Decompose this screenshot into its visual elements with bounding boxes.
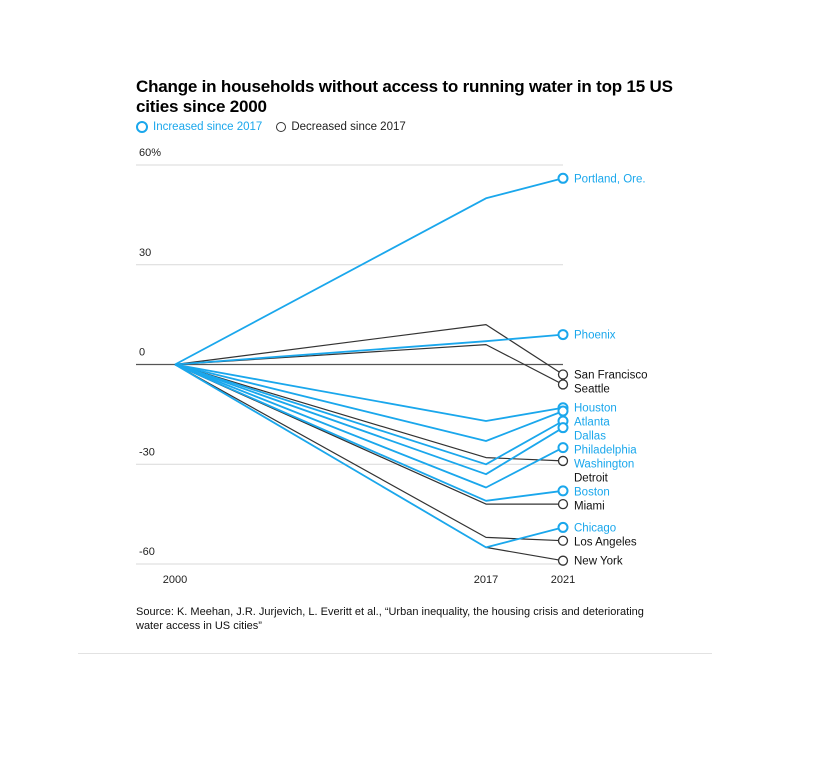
x-tick-label: 2021 [551,574,575,586]
end-point-marker [557,369,569,380]
series-label: Portland, Ore. [574,173,646,185]
footer-divider [78,653,712,654]
series-label: New York [574,556,623,568]
end-point-marker [557,485,569,497]
y-tick-label: 60% [139,147,161,159]
x-tick-label: 2017 [474,574,498,586]
legend-item-increased: Increased since 2017 [136,121,262,133]
end-point-marker [557,535,569,546]
series-label: Phoenix [574,330,616,342]
end-point-marker [557,422,569,434]
chart-title: Change in households without access to r… [136,77,673,116]
series-label: Los Angeles [574,536,637,548]
end-point-marker [557,379,569,390]
end-point-marker [557,521,569,533]
legend-label-decreased: Decreased since 2017 [291,121,406,133]
y-tick-label: -30 [139,446,155,458]
series-line [174,344,564,386]
series-line [174,363,564,462]
end-point-marker [557,442,569,454]
series-line [174,177,564,366]
series-label: Dallas [574,431,606,443]
series-line [174,363,564,476]
series-line [174,324,564,376]
series-line [174,363,563,505]
legend: Increased since 2017 Decreased since 201… [136,121,420,133]
end-point-marker [557,405,569,417]
series-line [174,363,564,489]
series-line [174,333,564,366]
series-label: San Francisco [574,369,648,381]
x-tick-label: 2000 [163,574,187,586]
series-label: Detroit [574,473,609,485]
series-line [174,363,564,422]
increased-circle-icon [136,121,148,133]
series-label: Miami [574,501,605,513]
y-tick-label: 0 [139,347,145,359]
series-label: Philadelphia [574,445,637,457]
end-point-marker [557,172,569,184]
series-line [174,363,564,442]
series-label: Washington [574,459,634,471]
series-label: Chicago [574,522,616,534]
series-label: Seattle [574,383,610,395]
line-chart: 60% 30 0 -30 -60 2000 2017 2021 Portland, Ore. Ph… [136,147,648,586]
series-label: Boston [574,487,610,499]
series-line [174,363,564,466]
series-label: Houston [574,403,617,415]
y-tick-label: 30 [139,247,151,259]
end-point-marker [557,498,569,510]
series-line [174,363,564,542]
y-tick-label: -60 [139,546,155,558]
legend-item-decreased: Decreased since 2017 [276,121,406,133]
series-line [174,363,564,549]
end-point-marker [557,455,569,467]
legend-label-increased: Increased since 2017 [153,121,263,133]
end-point-marker [557,329,569,341]
decreased-circle-icon [276,122,287,132]
source-note: Source: K. Meehan, J.R. Jurjevich, L. Ev… [136,606,644,632]
series-line [174,363,564,502]
series-label: Atlanta [574,417,610,429]
end-point-marker [557,555,569,566]
